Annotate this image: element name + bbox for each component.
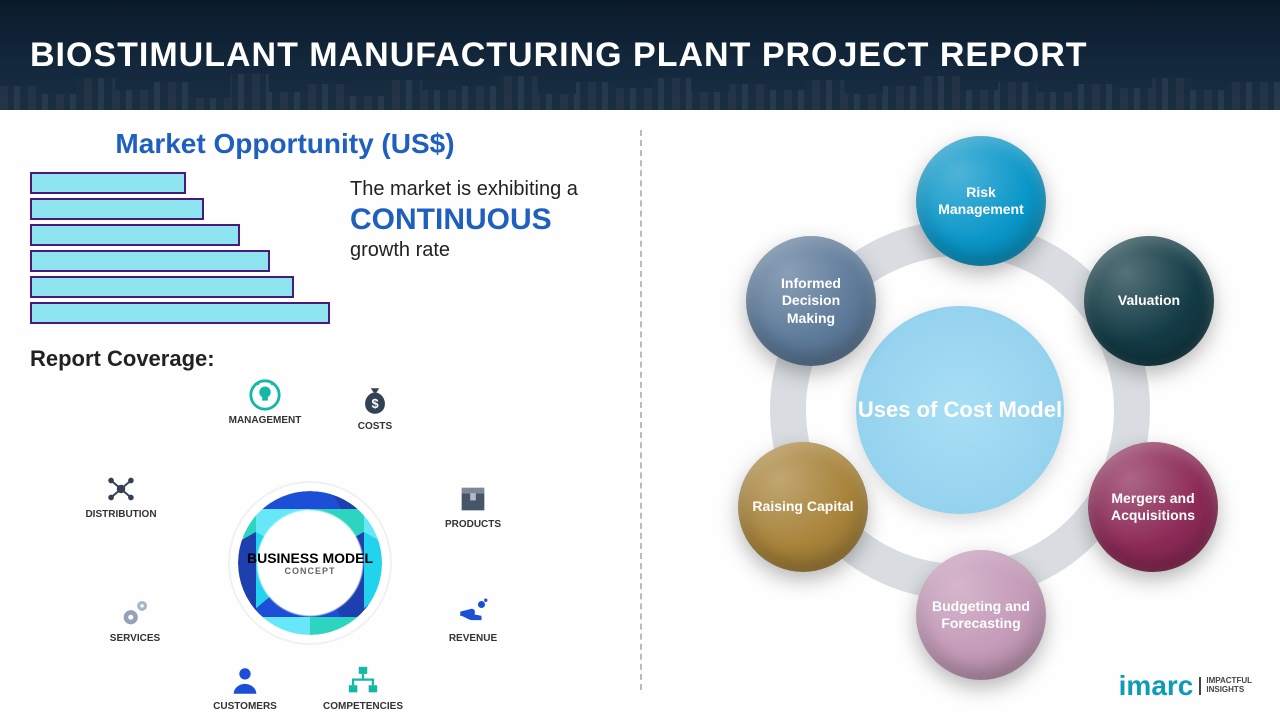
cost-bubble: Risk Management [916, 136, 1046, 266]
cost-model-center: Uses of Cost Model [856, 306, 1064, 514]
brand-tag2: INSIGHTS [1206, 685, 1244, 694]
bar [30, 224, 240, 246]
bar [30, 250, 270, 272]
header-banner: BIOSTIMULANT MANUFACTURING PLANT PROJECT… [0, 0, 1280, 110]
content-area: Market Opportunity (US$) The market is e… [0, 110, 1280, 720]
brand-name: imarc [1119, 670, 1194, 702]
bm-item-competencies: COMPETENCIES [318, 664, 408, 712]
business-model-label: BUSINESS MODEL CONCEPT [247, 550, 373, 576]
left-panel: Market Opportunity (US$) The market is e… [0, 110, 640, 720]
growth-text: The market is exhibiting a CONTINUOUS gr… [350, 172, 620, 328]
bm-item-services: SERVICES [90, 596, 180, 644]
bm-item-revenue: REVENUE [428, 596, 518, 644]
market-opportunity-area: The market is exhibiting a CONTINUOUS gr… [30, 172, 620, 328]
bm-item-customers: CUSTOMERS [200, 664, 290, 712]
bar [30, 172, 186, 194]
bar-chart [30, 172, 330, 328]
report-coverage-title: Report Coverage: [30, 346, 620, 372]
brand-logo: imarc IMPACTFUL INSIGHTS [1119, 670, 1252, 702]
growth-line1: The market is exhibiting a [350, 178, 578, 200]
skyline-decoration [0, 70, 1280, 110]
business-model-center: BUSINESS MODEL CONCEPT [230, 483, 390, 643]
cost-bubble: Budgeting and Forecasting [916, 550, 1046, 680]
bm-item-costs: $COSTS [330, 384, 420, 432]
cost-model-diagram: Uses of Cost Model Risk Management Valuat… [680, 130, 1240, 690]
cost-bubble: Mergers and Acquisitions [1088, 442, 1218, 572]
bm-item-management: MANAGEMENT [220, 378, 310, 426]
growth-emphasis: CONTINUOUS [350, 203, 620, 237]
market-opportunity-title: Market Opportunity (US$) [0, 128, 620, 160]
svg-text:$: $ [371, 396, 378, 411]
cost-bubble: Valuation [1084, 236, 1214, 366]
bm-center-text: BUSINESS MODEL [247, 550, 373, 566]
bar [30, 198, 204, 220]
bm-item-products: PRODUCTS [428, 482, 518, 530]
page-title: BIOSTIMULANT MANUFACTURING PLANT PROJECT… [30, 36, 1088, 75]
bar [30, 302, 330, 324]
bm-item-distribution: DISTRIBUTION [76, 472, 166, 520]
bar [30, 276, 294, 298]
business-model-diagram: BUSINESS MODEL CONCEPT MANAGEMENT $COSTS P… [30, 378, 590, 708]
growth-line2: growth rate [350, 239, 450, 261]
cost-model-center-label: Uses of Cost Model [858, 396, 1062, 424]
right-panel: Uses of Cost Model Risk Management Valuat… [642, 110, 1278, 720]
brand-tagline: IMPACTFUL INSIGHTS [1199, 677, 1252, 695]
cost-bubble: Raising Capital [738, 442, 868, 572]
bm-center-sub: CONCEPT [247, 566, 373, 576]
brand-tag1: IMPACTFUL [1206, 676, 1252, 685]
cost-bubble: Informed Decision Making [746, 236, 876, 366]
